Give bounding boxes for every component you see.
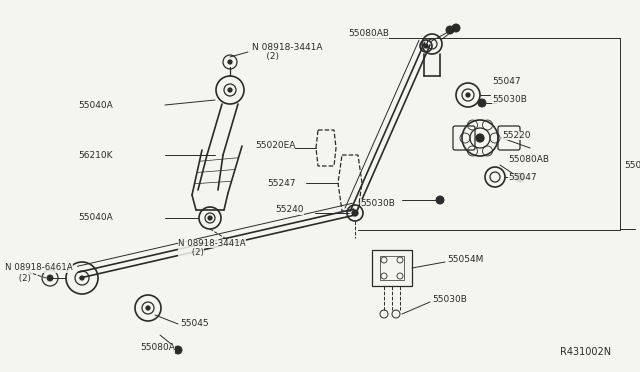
Circle shape [174,346,182,354]
Text: (2): (2) [5,273,31,282]
Text: 55080AB: 55080AB [348,29,389,38]
Circle shape [208,216,212,220]
Circle shape [352,210,358,216]
Circle shape [228,60,232,64]
Text: 55247: 55247 [268,179,296,187]
Text: 55220: 55220 [502,131,531,140]
Circle shape [466,93,470,97]
Circle shape [446,26,454,34]
Circle shape [47,275,53,281]
Text: 55030B: 55030B [432,295,467,305]
Text: N 08918-6461A: N 08918-6461A [5,263,72,273]
Circle shape [424,44,428,48]
Text: 55040A: 55040A [78,100,113,109]
Text: 55047: 55047 [492,77,520,87]
Circle shape [476,134,484,142]
Circle shape [516,174,524,182]
Text: 55080AB: 55080AB [508,155,549,164]
Text: R431002N: R431002N [560,347,611,357]
Text: N 08918-3441A: N 08918-3441A [178,238,246,247]
Circle shape [146,306,150,310]
Text: 55030B: 55030B [360,199,395,208]
Circle shape [452,24,460,32]
Text: 55080A: 55080A [140,343,175,353]
Text: 55240: 55240 [275,205,304,215]
Circle shape [436,196,444,204]
Text: N 08918-3441A: N 08918-3441A [252,44,323,52]
Text: 55030B: 55030B [492,96,527,105]
Circle shape [228,88,232,92]
Text: 56210K: 56210K [78,151,113,160]
Text: (2): (2) [178,247,204,257]
Circle shape [478,99,486,107]
Circle shape [80,276,84,280]
Text: 55040A: 55040A [78,214,113,222]
Bar [380,256,404,280]
Bar [372,250,412,286]
Text: 55020EA: 55020EA [255,141,296,150]
Text: (2): (2) [252,52,279,61]
Text: 55047: 55047 [508,173,536,183]
Text: 55020R: 55020R [624,160,640,170]
Text: 55045: 55045 [180,320,209,328]
Text: 55054M: 55054M [447,256,483,264]
